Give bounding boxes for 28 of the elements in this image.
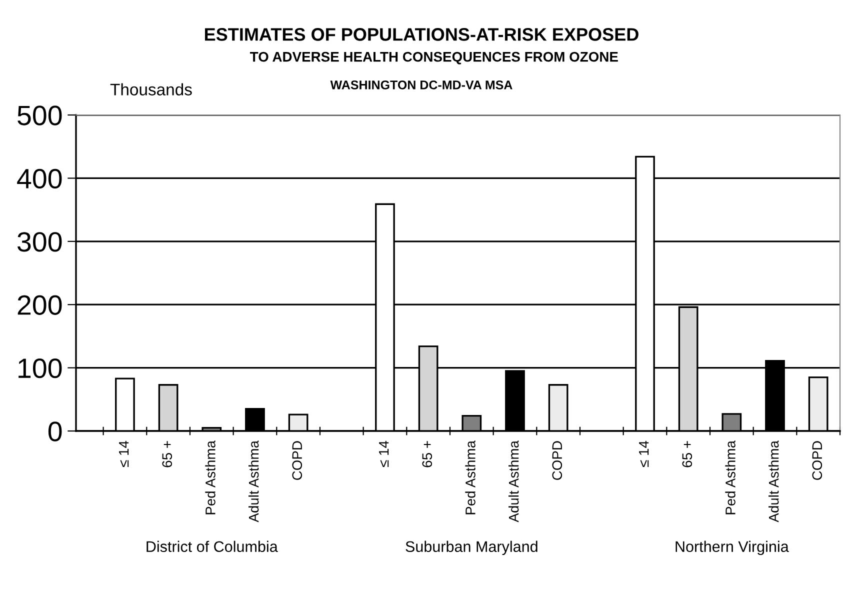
x-tick-label: COPD (292, 441, 302, 480)
x-tick-label: 65 + (422, 441, 432, 468)
y-tick-label: 300 (18, 232, 62, 252)
text: WASHINGTON DC-MD-VA MSA (330, 80, 512, 90)
y-axis-title: Thousands (110, 83, 192, 96)
x-tick-label: Adult Asthma (508, 440, 519, 522)
text: Northern Virginia (676, 540, 789, 556)
chart-subtitle: TO ADVERSE HEALTH CONSEQUENCES FROM OZONE (250, 52, 618, 64)
y-tick-label: 100 (18, 358, 62, 378)
x-tick-label: COPD (552, 441, 562, 480)
x-tick-label: Ped Asthma (205, 440, 216, 514)
text: District of Columbia (146, 540, 278, 552)
x-tick-label: 65 + (682, 441, 692, 468)
chart-title: ESTIMATES OF POPULATIONS-AT-RISK EXPOSED (205, 28, 638, 41)
x-tick-label: Ped Asthma (725, 440, 736, 514)
x-tick-label: COPD (812, 441, 822, 480)
x-tick-label: ≤ 14 (119, 440, 129, 467)
y-tick-label: 200 (18, 295, 62, 315)
x-tick-label: 65 + (162, 441, 172, 468)
text: Suburban Maryland (406, 540, 538, 556)
x-tick-label: Adult Asthma (248, 440, 259, 522)
y-tick-label: 400 (17, 168, 62, 189)
x-tick-label: ≤ 14 (379, 440, 389, 467)
y-tick-label: 0 (48, 422, 62, 442)
x-tick-label: Adult Asthma (768, 440, 779, 522)
x-tick-label: Ped Asthma (465, 440, 476, 514)
x-tick-label: ≤ 14 (639, 440, 649, 467)
y-tick-label: 500 (18, 106, 62, 126)
